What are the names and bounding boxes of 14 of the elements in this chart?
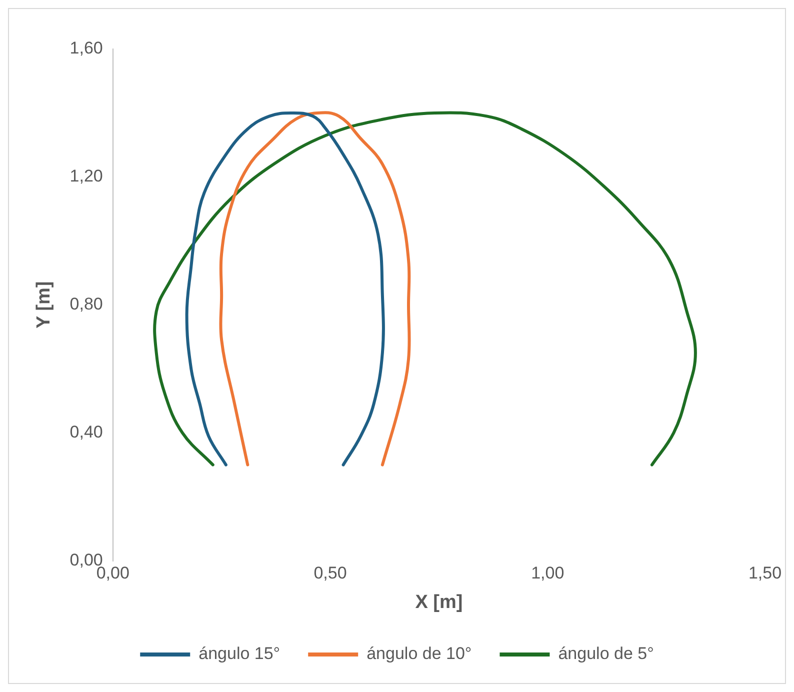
line-series	[219, 111, 411, 466]
x-tick-label: 0,50	[314, 564, 347, 583]
y-tick-label: 1,20	[70, 166, 103, 186]
line-series	[185, 111, 385, 466]
y-tick-label: 1,60	[70, 38, 103, 58]
legend-label: ángulo de 10°	[366, 644, 472, 664]
x-tick-label: 1,00	[531, 564, 564, 583]
y-tick-label: 0,40	[70, 422, 103, 442]
legend-label: ángulo de 5°	[558, 644, 654, 664]
y-axis-title: Y [m]	[34, 281, 55, 328]
y-tick-label: 0,80	[70, 294, 103, 314]
x-axis-title: X [m]	[415, 592, 463, 613]
x-tick-label: 1,50	[748, 564, 782, 583]
legend-label: ángulo 15°	[198, 644, 280, 664]
